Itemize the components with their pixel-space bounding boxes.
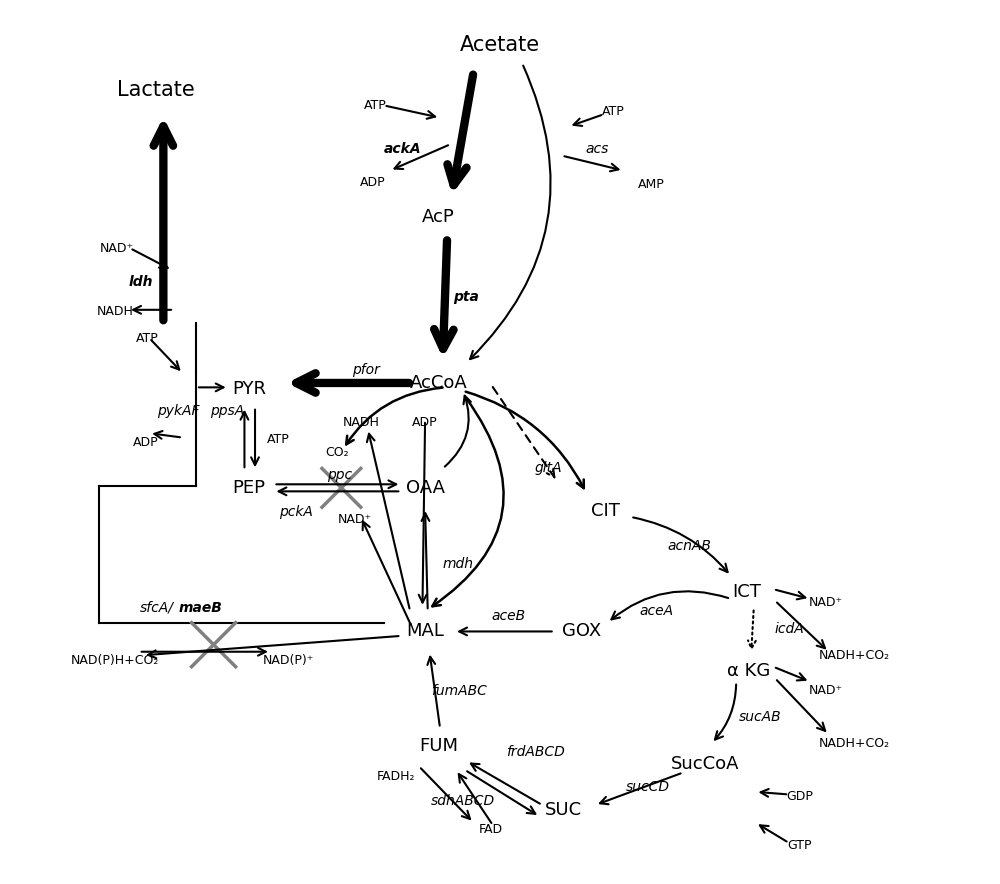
Text: PEP: PEP: [232, 479, 265, 497]
Text: NAD⁺: NAD⁺: [100, 241, 134, 255]
Text: sucCD: sucCD: [626, 781, 670, 795]
Text: AcCoA: AcCoA: [409, 374, 467, 392]
Text: NADH: NADH: [96, 305, 133, 318]
Text: pykAF: pykAF: [157, 404, 200, 418]
Text: ADP: ADP: [359, 176, 385, 188]
Text: ATP: ATP: [601, 105, 624, 118]
Text: ppc: ppc: [327, 469, 352, 483]
Text: CO₂: CO₂: [325, 446, 349, 459]
Text: GOX: GOX: [562, 622, 602, 641]
Text: pta: pta: [454, 290, 479, 303]
Text: NAD⁺: NAD⁺: [809, 684, 843, 697]
Text: NAD⁺: NAD⁺: [809, 596, 843, 609]
Text: aceB: aceB: [492, 609, 526, 623]
Text: CIT: CIT: [591, 502, 620, 520]
Text: ackA: ackA: [384, 142, 422, 156]
Text: sfcA/: sfcA/: [140, 600, 174, 614]
Text: GTP: GTP: [787, 839, 812, 852]
Text: aceA: aceA: [640, 604, 674, 618]
Text: sdhABCD: sdhABCD: [431, 794, 495, 808]
Text: acs: acs: [585, 142, 609, 156]
Text: SUC: SUC: [545, 802, 582, 819]
Text: ADP: ADP: [412, 416, 438, 429]
Text: FAD: FAD: [479, 823, 503, 836]
Text: NAD(P)H+CO₂: NAD(P)H+CO₂: [71, 654, 159, 667]
Text: ICT: ICT: [732, 583, 761, 601]
Text: α KG: α KG: [727, 662, 770, 680]
Text: PYR: PYR: [232, 380, 266, 398]
Text: pckA: pckA: [279, 506, 312, 520]
Text: maeB: maeB: [178, 600, 222, 614]
Text: AMP: AMP: [638, 179, 665, 191]
Text: gltA: gltA: [535, 461, 562, 476]
Text: ATP: ATP: [267, 433, 289, 446]
Text: mdh: mdh: [442, 557, 473, 570]
Text: NAD⁺: NAD⁺: [338, 513, 372, 526]
Text: NADH+CO₂: NADH+CO₂: [819, 737, 890, 750]
Text: frdABCD: frdABCD: [506, 745, 565, 759]
Text: NADH: NADH: [343, 416, 380, 429]
Text: ppsA: ppsA: [210, 404, 244, 418]
Text: fumABC: fumABC: [431, 683, 487, 697]
Text: ldh: ldh: [128, 275, 153, 288]
Text: sucAB: sucAB: [739, 710, 781, 724]
Text: FUM: FUM: [419, 737, 458, 755]
Text: ADP: ADP: [133, 436, 159, 448]
Text: SucCoA: SucCoA: [671, 755, 740, 773]
Text: Acetate: Acetate: [460, 35, 540, 56]
Text: Lactate: Lactate: [117, 80, 195, 100]
Text: NAD(P)⁺: NAD(P)⁺: [263, 654, 314, 667]
Text: NADH+CO₂: NADH+CO₂: [819, 649, 890, 662]
Text: GDP: GDP: [786, 789, 813, 803]
Text: OAA: OAA: [406, 479, 445, 497]
Text: acnAB: acnAB: [668, 539, 711, 553]
Text: AcP: AcP: [422, 209, 455, 226]
Text: MAL: MAL: [406, 622, 444, 641]
Text: ATP: ATP: [136, 332, 159, 345]
Text: ATP: ATP: [363, 99, 386, 112]
Text: FADH₂: FADH₂: [377, 770, 415, 783]
Text: icdA: icdA: [774, 621, 804, 636]
Text: pfor: pfor: [352, 362, 380, 377]
